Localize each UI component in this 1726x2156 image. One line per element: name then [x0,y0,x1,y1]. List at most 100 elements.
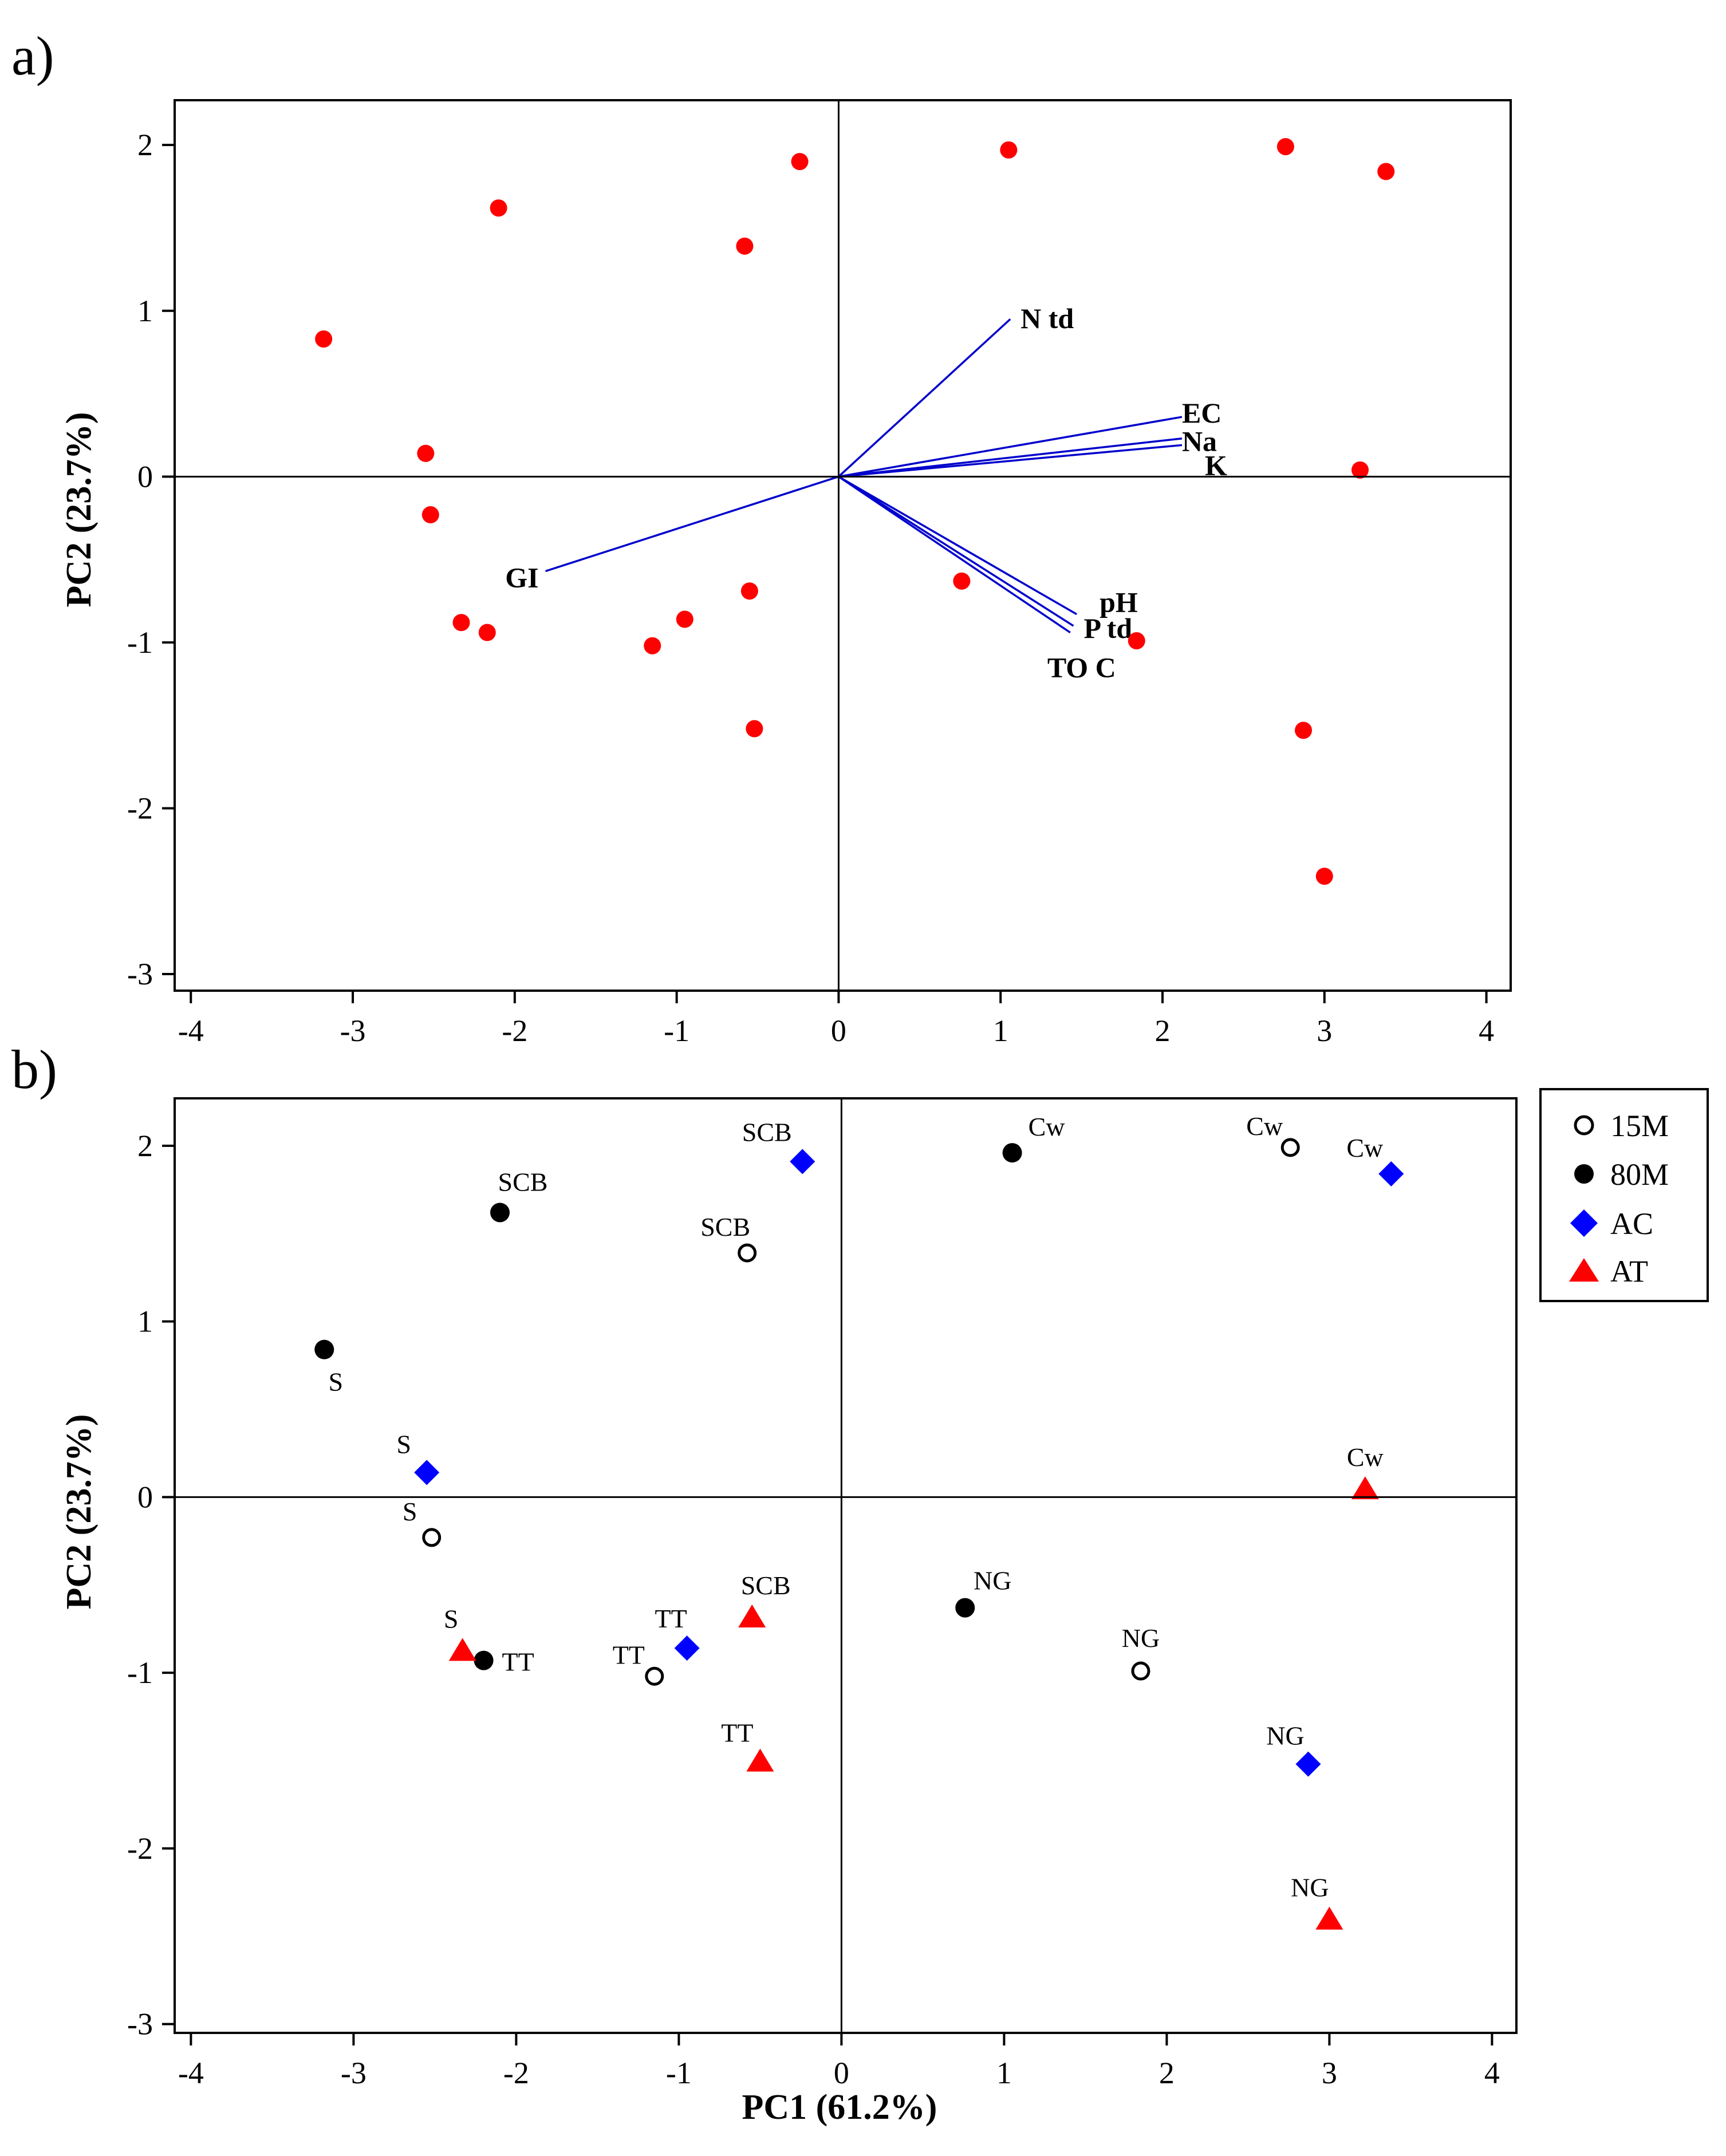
point-label: TT [655,1604,687,1633]
score-point [315,330,333,348]
loading-vector-label: Na [1182,425,1217,458]
legend-item-at: AT [1569,1254,1648,1288]
point-label: NG [974,1566,1011,1595]
score-point [490,199,507,217]
loading-vector-label: GI [505,561,538,593]
point-at [448,1638,476,1661]
panel-b-x-axis-title: PC1 (61.2%) [742,2088,937,2127]
loading-vector-line [838,416,1183,478]
loading-vector-line [838,318,1011,478]
point-ac [1378,1161,1404,1187]
panel-b-x-tick-label: 3 [1322,2056,1337,2090]
point-15m [738,1243,757,1263]
point-at [738,1605,766,1628]
score-point [452,614,470,632]
point-label: S [444,1604,459,1633]
panel-a-y-axis-title: PC2 (23.7%) [60,412,98,608]
point-label: NG [1291,1873,1329,1902]
panel-b-x-tick-label: 1 [996,2056,1012,2090]
panel-a-x-tick-label: 1 [993,1014,1008,1048]
point-80m [474,1650,494,1670]
panel-b-x-tick-label: -2 [503,2056,529,2090]
loading-vector-line [838,437,1183,478]
legend-item-ac: AC [1570,1207,1653,1241]
legend-label-at: AT [1610,1254,1648,1288]
panel-b-x-tick-label: 4 [1484,2056,1500,2090]
score-point [1315,868,1333,885]
point-80m [1002,1143,1022,1163]
score-point [676,610,693,628]
point-15m [422,1528,442,1547]
panel-b-y-tick-label: 1 [137,1304,153,1339]
panel-b-x-tick-label: -1 [666,2056,692,2090]
panel-a-x-tick-label: -2 [502,1014,527,1048]
legend-box [1539,1088,1709,1302]
loading-vector-line [545,475,839,573]
legend-filled-circle-icon [1574,1164,1594,1184]
panel-b-score-points: S TT SCB NG Cw S TT SCB NG Cw S TT SCB NG Cw S SCB TT NG Cw [314,1111,1404,1930]
point-ac [674,1635,700,1661]
panel-b-y-tick-label: -3 [127,2007,153,2041]
loading-vector-label: TO C [1047,652,1116,684]
point-label: S [328,1367,343,1397]
score-point [478,624,496,641]
point-label: S [396,1429,411,1459]
legend-label-15m: 15M [1610,1109,1669,1143]
panel-a-label: a) [11,25,54,86]
score-point [1377,163,1395,180]
point-15m [645,1666,664,1686]
panel-b-y-tick-label: 2 [137,1129,153,1163]
score-point [1295,722,1313,739]
loading-vector-label: pH [1100,586,1138,618]
point-15m [1280,1138,1300,1157]
loading-vector-label: P td [1083,612,1132,644]
panel-a-y-tick-label: 2 [137,128,153,162]
point-label: SCB [498,1167,548,1196]
panel-b-x-tick-label: 0 [834,2056,849,2090]
panel-a-y-tick-label: -3 [127,957,153,991]
point-label: Cw [1346,1133,1384,1162]
panel-a-score-points [315,138,1395,885]
panel-a-y-tick-label: -1 [127,625,153,660]
panel-b-y-tick-label: -2 [127,1831,153,1866]
legend-triangle-icon [1569,1258,1599,1282]
point-ac [790,1149,815,1174]
point-ac [414,1460,440,1485]
score-point [1128,632,1145,650]
point-label: SCB [741,1571,791,1600]
point-80m [490,1203,510,1223]
point-label: Cw [1246,1111,1283,1141]
panel-b-y-axis-title: PC2 (23.7%) [60,1414,98,1610]
score-point [421,506,439,523]
legend-item-80m: 80M [1574,1157,1669,1192]
point-15m [1131,1661,1150,1681]
legend-diamond-icon [1570,1209,1598,1237]
score-point [791,153,809,171]
panel-b-axes: -4 -3 -2 -1 0 1 2 3 4 -3 -2 -1 0 1 2 [127,1097,1518,2090]
panel-a-x-tick-label: -1 [664,1014,689,1048]
score-point [736,237,754,255]
point-80m [314,1339,334,1359]
point-at [1315,1906,1343,1930]
point-80m [955,1598,975,1618]
panel-b: b) PC2 (23.7%) PC1 (61.2%) S TT SCB NG Cw S TT… [11,1039,1709,2127]
panel-b-x-tick-label: 2 [1159,2056,1175,2090]
panel-b-x-tick-label: -3 [341,2056,367,2090]
panel-a-x-tick-label: 3 [1317,1014,1332,1048]
point-label: S [403,1497,417,1526]
point-at [1351,1476,1379,1500]
panel-a-x-tick-label: -3 [340,1014,366,1048]
legend-label-ac: AC [1610,1207,1653,1241]
panel-a-axes: -4 -3 -2 -1 0 1 2 3 4 -3 -2 -1 0 1 2 [127,99,1512,1048]
point-ac [1295,1751,1321,1777]
loading-vector-line [838,444,1183,478]
score-point [746,720,763,738]
panel-a-x-tick-label: -4 [178,1014,204,1048]
panel-a-x-tick-label: 2 [1155,1014,1171,1048]
panel-b-plot-frame [174,1097,1518,2034]
legend: 15M 80M AC AT [1539,1088,1709,1302]
loading-vector-label: N td [1020,302,1074,334]
